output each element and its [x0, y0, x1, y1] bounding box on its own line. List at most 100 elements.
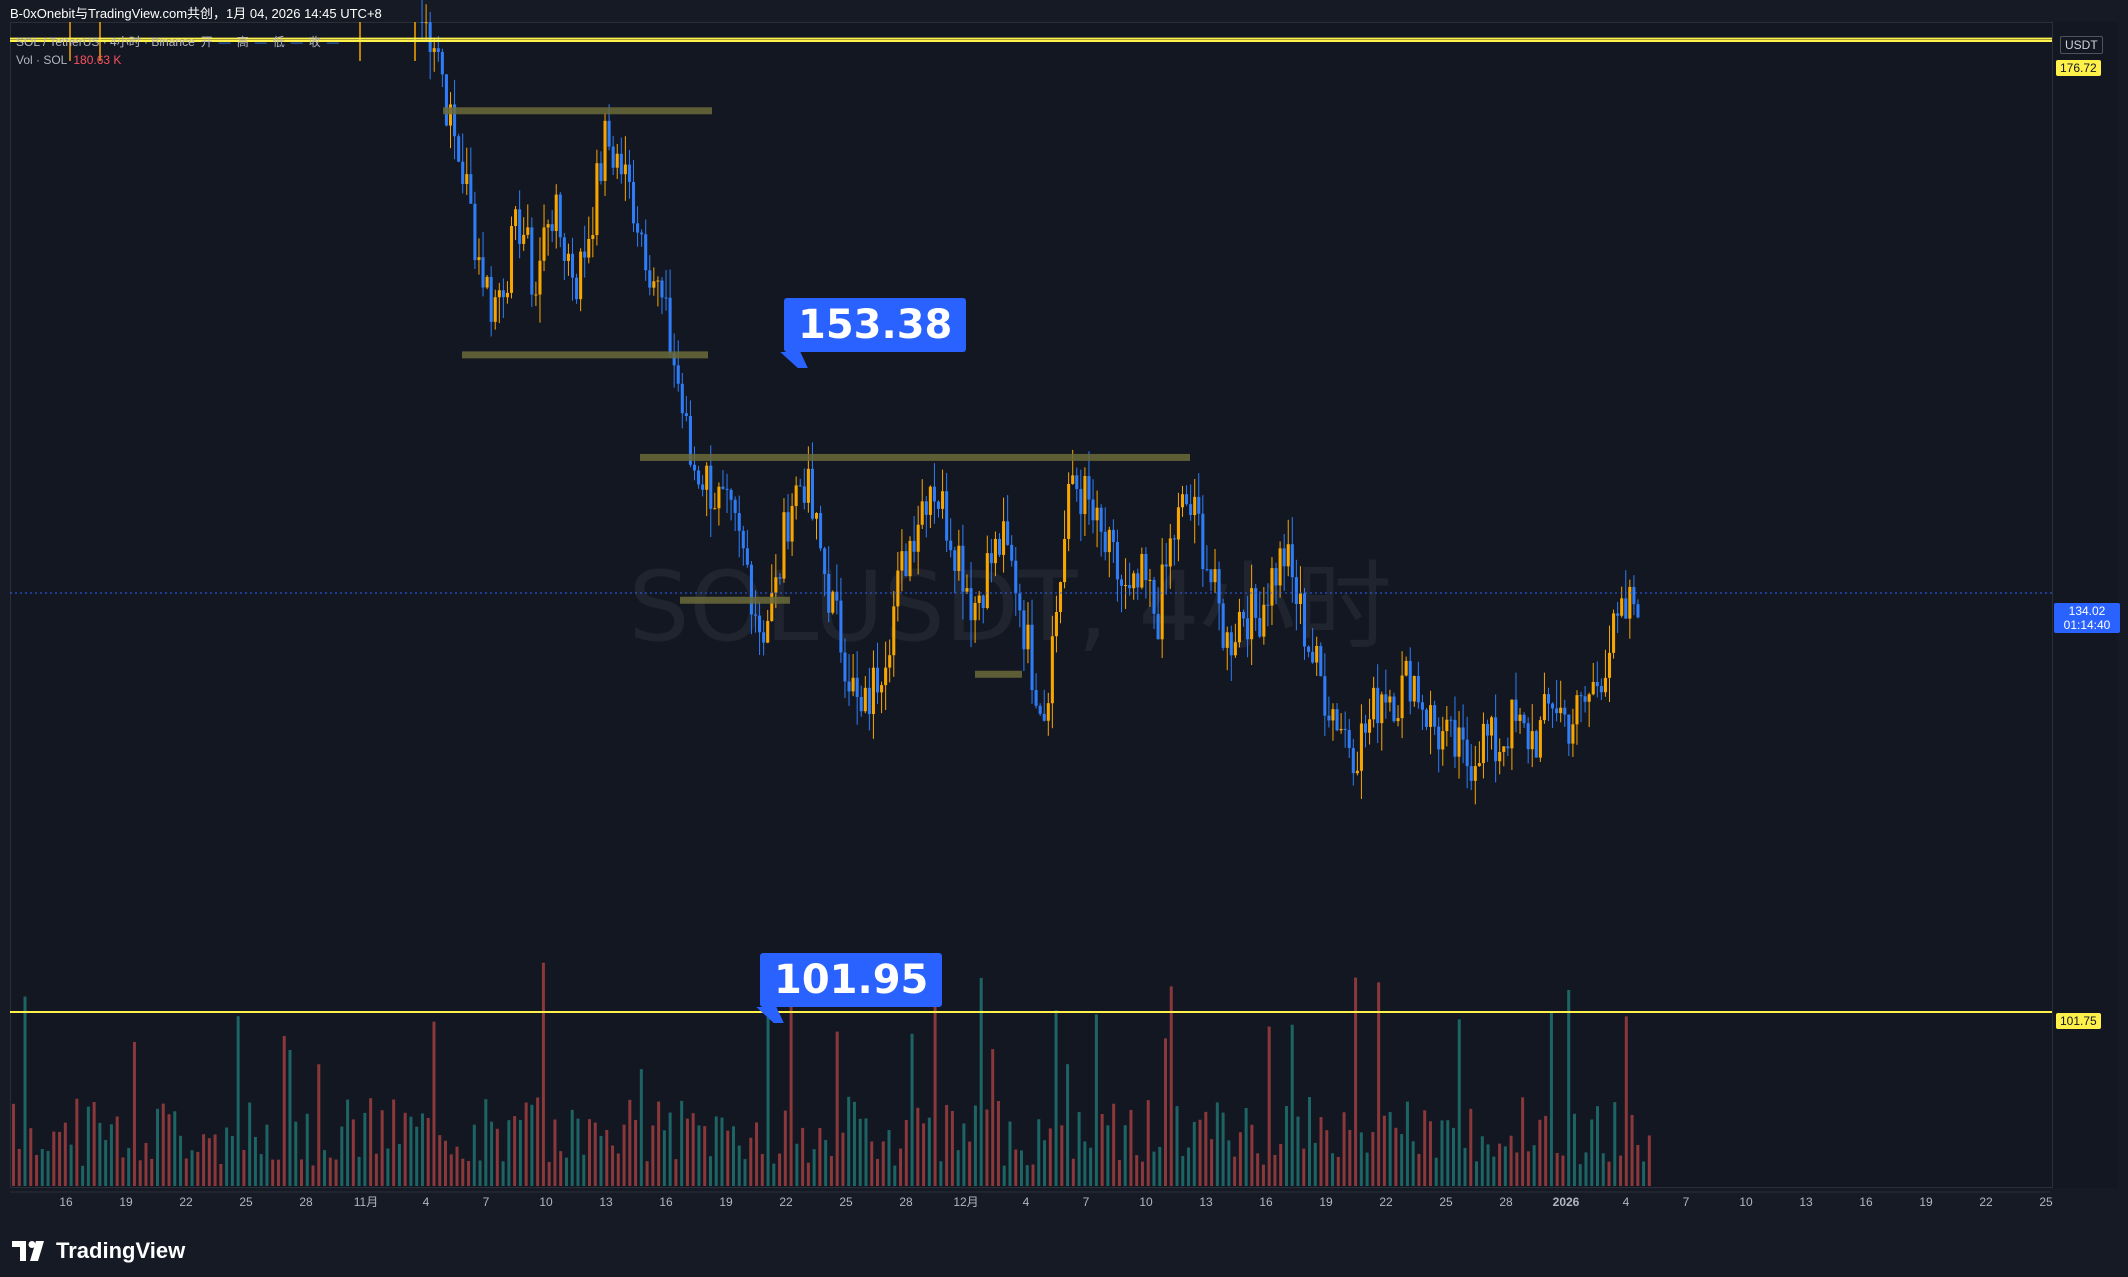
candle-body: [636, 223, 640, 233]
ohlc-high-value: —: [254, 35, 267, 49]
volume-bar: [680, 1100, 684, 1186]
volume-bar: [1031, 1164, 1035, 1186]
volume-bar: [927, 1117, 931, 1186]
candle-body: [1058, 582, 1063, 613]
candle-body: [794, 485, 798, 507]
volume-bar: [1503, 1146, 1507, 1186]
candle-body: [912, 540, 916, 552]
volume-bar: [536, 1097, 540, 1186]
time-tick-label: 19: [119, 1195, 133, 1209]
volume-bar: [956, 1150, 960, 1186]
candle-body: [1628, 586, 1632, 619]
volume-bar: [1549, 1011, 1553, 1186]
volume-bar: [1613, 1102, 1617, 1186]
candle-body: [566, 253, 570, 261]
candle-body: [1400, 675, 1404, 719]
candle-body: [481, 257, 485, 288]
volume-bar: [1509, 1135, 1513, 1186]
time-tick-label: 10: [539, 1195, 553, 1209]
candle-body: [1429, 705, 1433, 727]
candle-body: [1388, 696, 1392, 703]
candle-body: [660, 280, 664, 298]
volume-bar: [622, 1124, 626, 1186]
volume-bar: [1526, 1151, 1530, 1186]
volume-bar: [230, 1135, 234, 1186]
time-tick-label: 25: [2039, 1195, 2053, 1209]
candle-body: [1262, 604, 1266, 637]
time-tick-label: 12月: [953, 1195, 978, 1209]
symbol-label[interactable]: SOL / TetherUS · 4小时 · Binance: [16, 35, 195, 49]
volume-bar: [1498, 1143, 1502, 1186]
candle-body: [721, 486, 725, 489]
volume-bar: [657, 1101, 661, 1186]
candle-body: [1103, 531, 1107, 553]
volume-bar: [1359, 1132, 1363, 1186]
volume-bar: [369, 1098, 373, 1186]
volume-bar: [282, 1035, 286, 1186]
chart-pane[interactable]: [10, 22, 2118, 1188]
volume-bar: [35, 1155, 39, 1186]
volume-bar: [357, 1156, 361, 1186]
volume-bar: [317, 1064, 321, 1186]
volume-bar: [1060, 1125, 1064, 1186]
candle-body: [627, 164, 631, 182]
candle-body: [867, 687, 871, 714]
candle-body: [509, 226, 514, 293]
price-callout-lower[interactable]: 101.95: [760, 953, 943, 1007]
candle-body: [1392, 696, 1396, 722]
volume-bar: [1452, 1127, 1455, 1186]
volume-bar: [1308, 1097, 1311, 1186]
candle-body: [1595, 681, 1599, 687]
volume-bar: [824, 1139, 828, 1186]
time-tick-label: 16: [1259, 1195, 1273, 1209]
volume-bar: [939, 1161, 943, 1186]
volume-bar: [1048, 1128, 1052, 1186]
volume-bar: [1192, 1121, 1196, 1186]
volume-bar: [242, 1149, 246, 1186]
candle-body: [859, 696, 863, 712]
candle-body: [1030, 624, 1034, 691]
volume-bar: [945, 1104, 949, 1186]
volume-bar: [426, 1117, 430, 1186]
time-tick-label: 16: [59, 1195, 73, 1209]
candle-body: [1624, 598, 1628, 619]
volume-bar: [184, 1158, 188, 1186]
candle-body: [526, 227, 530, 235]
candle-body: [664, 297, 668, 299]
volume-bar: [213, 1134, 217, 1186]
volume-bar: [1002, 1165, 1006, 1186]
volume-bar: [950, 1110, 954, 1186]
volume-bar: [1187, 1147, 1191, 1186]
volume-bar: [1596, 1106, 1599, 1186]
volume-bar: [829, 1156, 833, 1186]
candle-body: [676, 365, 680, 384]
volume-bar: [1325, 1130, 1329, 1186]
candle-body: [1542, 694, 1546, 721]
candle-body: [579, 251, 583, 300]
volume-bar: [1227, 1140, 1231, 1186]
candle-body: [420, 22, 424, 23]
volume-bar: [691, 1113, 695, 1186]
volume-bar: [271, 1159, 275, 1186]
candle-body: [1274, 568, 1278, 586]
currency-label[interactable]: USDT: [2060, 36, 2103, 54]
candle-body: [1213, 569, 1217, 583]
candle-body: [1286, 544, 1290, 567]
price-zone: [443, 107, 712, 115]
time-tick-label: 7: [1083, 1195, 1090, 1209]
candle-body: [652, 281, 656, 288]
volume-bar: [305, 1113, 309, 1186]
volume-bar: [1486, 1144, 1490, 1186]
last-price-tag: 134.02 01:14:40: [2054, 603, 2120, 633]
candle-body: [1254, 588, 1258, 618]
volume-bar: [1457, 1019, 1461, 1186]
price-zone: [462, 351, 708, 359]
candle-body: [692, 464, 697, 471]
volume-label[interactable]: Vol · SOL: [16, 53, 68, 67]
volume-bar: [1354, 977, 1358, 1186]
volume-bar: [639, 1069, 643, 1186]
tradingview-logo[interactable]: TradingView: [12, 1238, 185, 1264]
price-callout-upper[interactable]: 153.38: [784, 298, 967, 352]
symbol-watermark: SOLUSDT, 4小时: [628, 551, 1391, 663]
